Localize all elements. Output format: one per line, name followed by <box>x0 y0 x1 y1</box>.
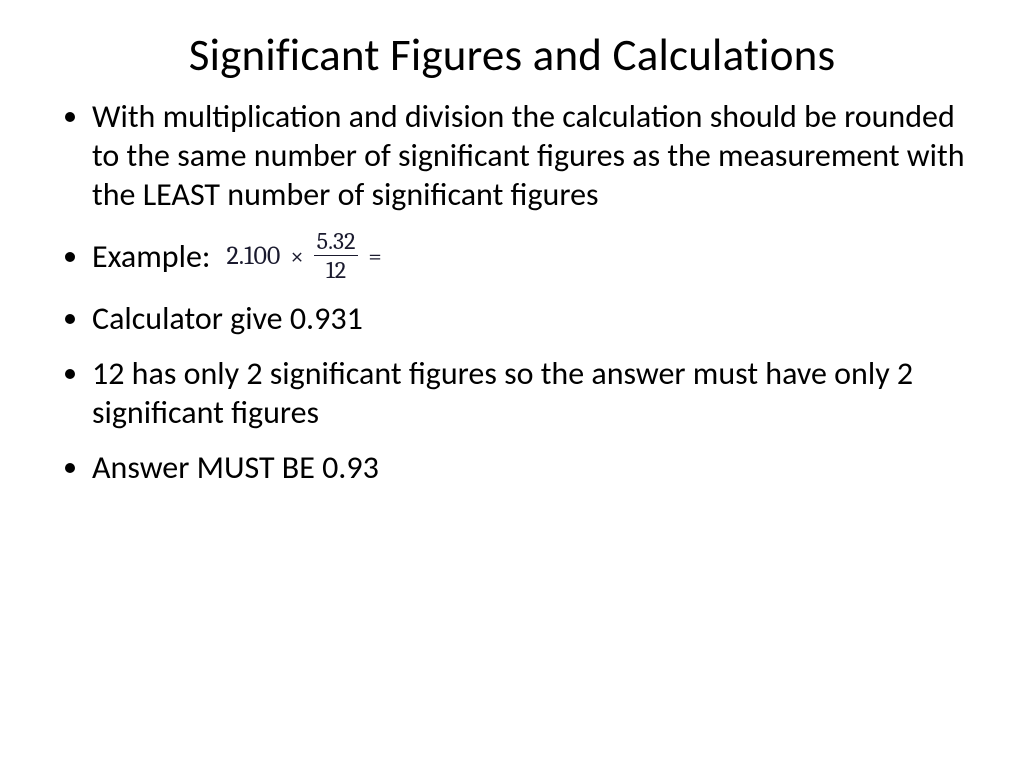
example-row: Example: 2.100 × 5.32 12 = <box>92 230 974 283</box>
bullet-sigfig-note: 12 has only 2 significant figures so the… <box>92 354 974 432</box>
bullet-example: Example: 2.100 × 5.32 12 = <box>92 230 974 283</box>
bullet-answer: Answer MUST BE 0.93 <box>92 448 974 487</box>
slide: Significant Figures and Calculations Wit… <box>0 0 1024 768</box>
bullet-calculator: Calculator give 0.931 <box>92 299 974 338</box>
example-label: Example: <box>92 237 210 276</box>
times-icon: × <box>290 242 303 271</box>
bullet-rule: With multiplication and division the cal… <box>92 97 974 214</box>
formula-fraction: 5.32 12 <box>314 229 359 282</box>
formula-denominator: 12 <box>326 256 346 282</box>
slide-title: Significant Figures and Calculations <box>50 28 974 83</box>
bullet-list: With multiplication and division the cal… <box>50 97 974 487</box>
formula-numerator: 5.32 <box>314 229 359 256</box>
example-formula: 2.100 × 5.32 12 = <box>226 230 381 283</box>
formula-factor: 2.100 <box>226 241 280 273</box>
equals-icon: = <box>368 242 381 271</box>
